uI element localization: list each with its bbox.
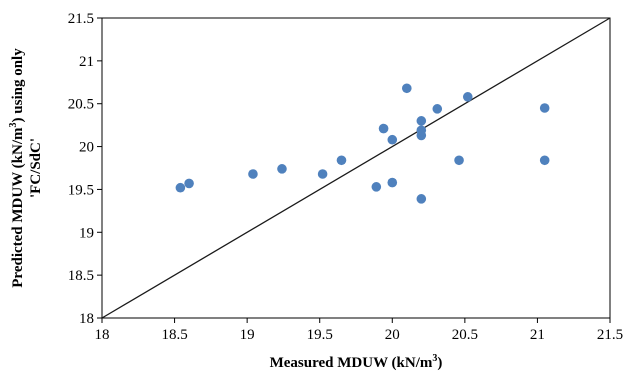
- y-tick-label: 18: [79, 311, 94, 327]
- y-axis-title-line1: Predicted MDUW (kN/m3) using only: [8, 48, 26, 288]
- x-tick-label: 20: [385, 327, 400, 343]
- data-point: [539, 155, 550, 166]
- x-tick-label: 18.5: [161, 327, 187, 343]
- x-tick-label: 19: [240, 327, 255, 343]
- data-point: [248, 169, 258, 179]
- x-tick-label: 18: [95, 327, 110, 343]
- y-tick-label: 21: [79, 54, 94, 70]
- plot-area-border: [101, 17, 611, 319]
- y-axis-title-line2: 'FC/SdC': [28, 138, 44, 198]
- data-point: [387, 134, 398, 145]
- x-tick-label: 21.5: [597, 327, 623, 343]
- data-point: [416, 194, 427, 204]
- y-tick-label: 20.5: [68, 97, 94, 113]
- data-point: [432, 104, 443, 114]
- data-point: [317, 169, 328, 179]
- x-tick-label: 21: [530, 327, 545, 343]
- x-axis-title: Measured MDUW (kN/m3): [270, 353, 443, 371]
- data-point: [175, 182, 186, 193]
- data-point: [184, 178, 194, 189]
- data-point: [539, 103, 550, 113]
- data-point: [416, 116, 427, 126]
- y-tick-label: 18.5: [68, 268, 94, 284]
- data-points: [175, 83, 550, 204]
- x-tick-label: 20.5: [452, 327, 478, 343]
- x-axis-ticks: 18 18.5 19 19.5 20 20.5 21 21.5: [95, 318, 623, 343]
- y-axis-ticks: 18 18.5 19 19.5 20 20.5 21 21.5: [68, 11, 102, 327]
- y-tick-label: 19: [79, 225, 94, 241]
- data-point: [277, 164, 287, 174]
- data-point: [387, 177, 398, 188]
- data-point: [402, 83, 412, 94]
- data-point: [454, 155, 464, 166]
- y-tick-label: 21.5: [68, 11, 94, 27]
- data-point: [378, 123, 389, 134]
- data-point: [371, 182, 382, 192]
- reference-line: [101, 17, 611, 319]
- y-tick-label: 19.5: [68, 182, 94, 198]
- data-point: [462, 92, 473, 102]
- y-tick-label: 20: [79, 140, 94, 156]
- data-point: [416, 130, 427, 141]
- x-tick-label: 19.5: [307, 327, 333, 343]
- data-point: [336, 155, 347, 166]
